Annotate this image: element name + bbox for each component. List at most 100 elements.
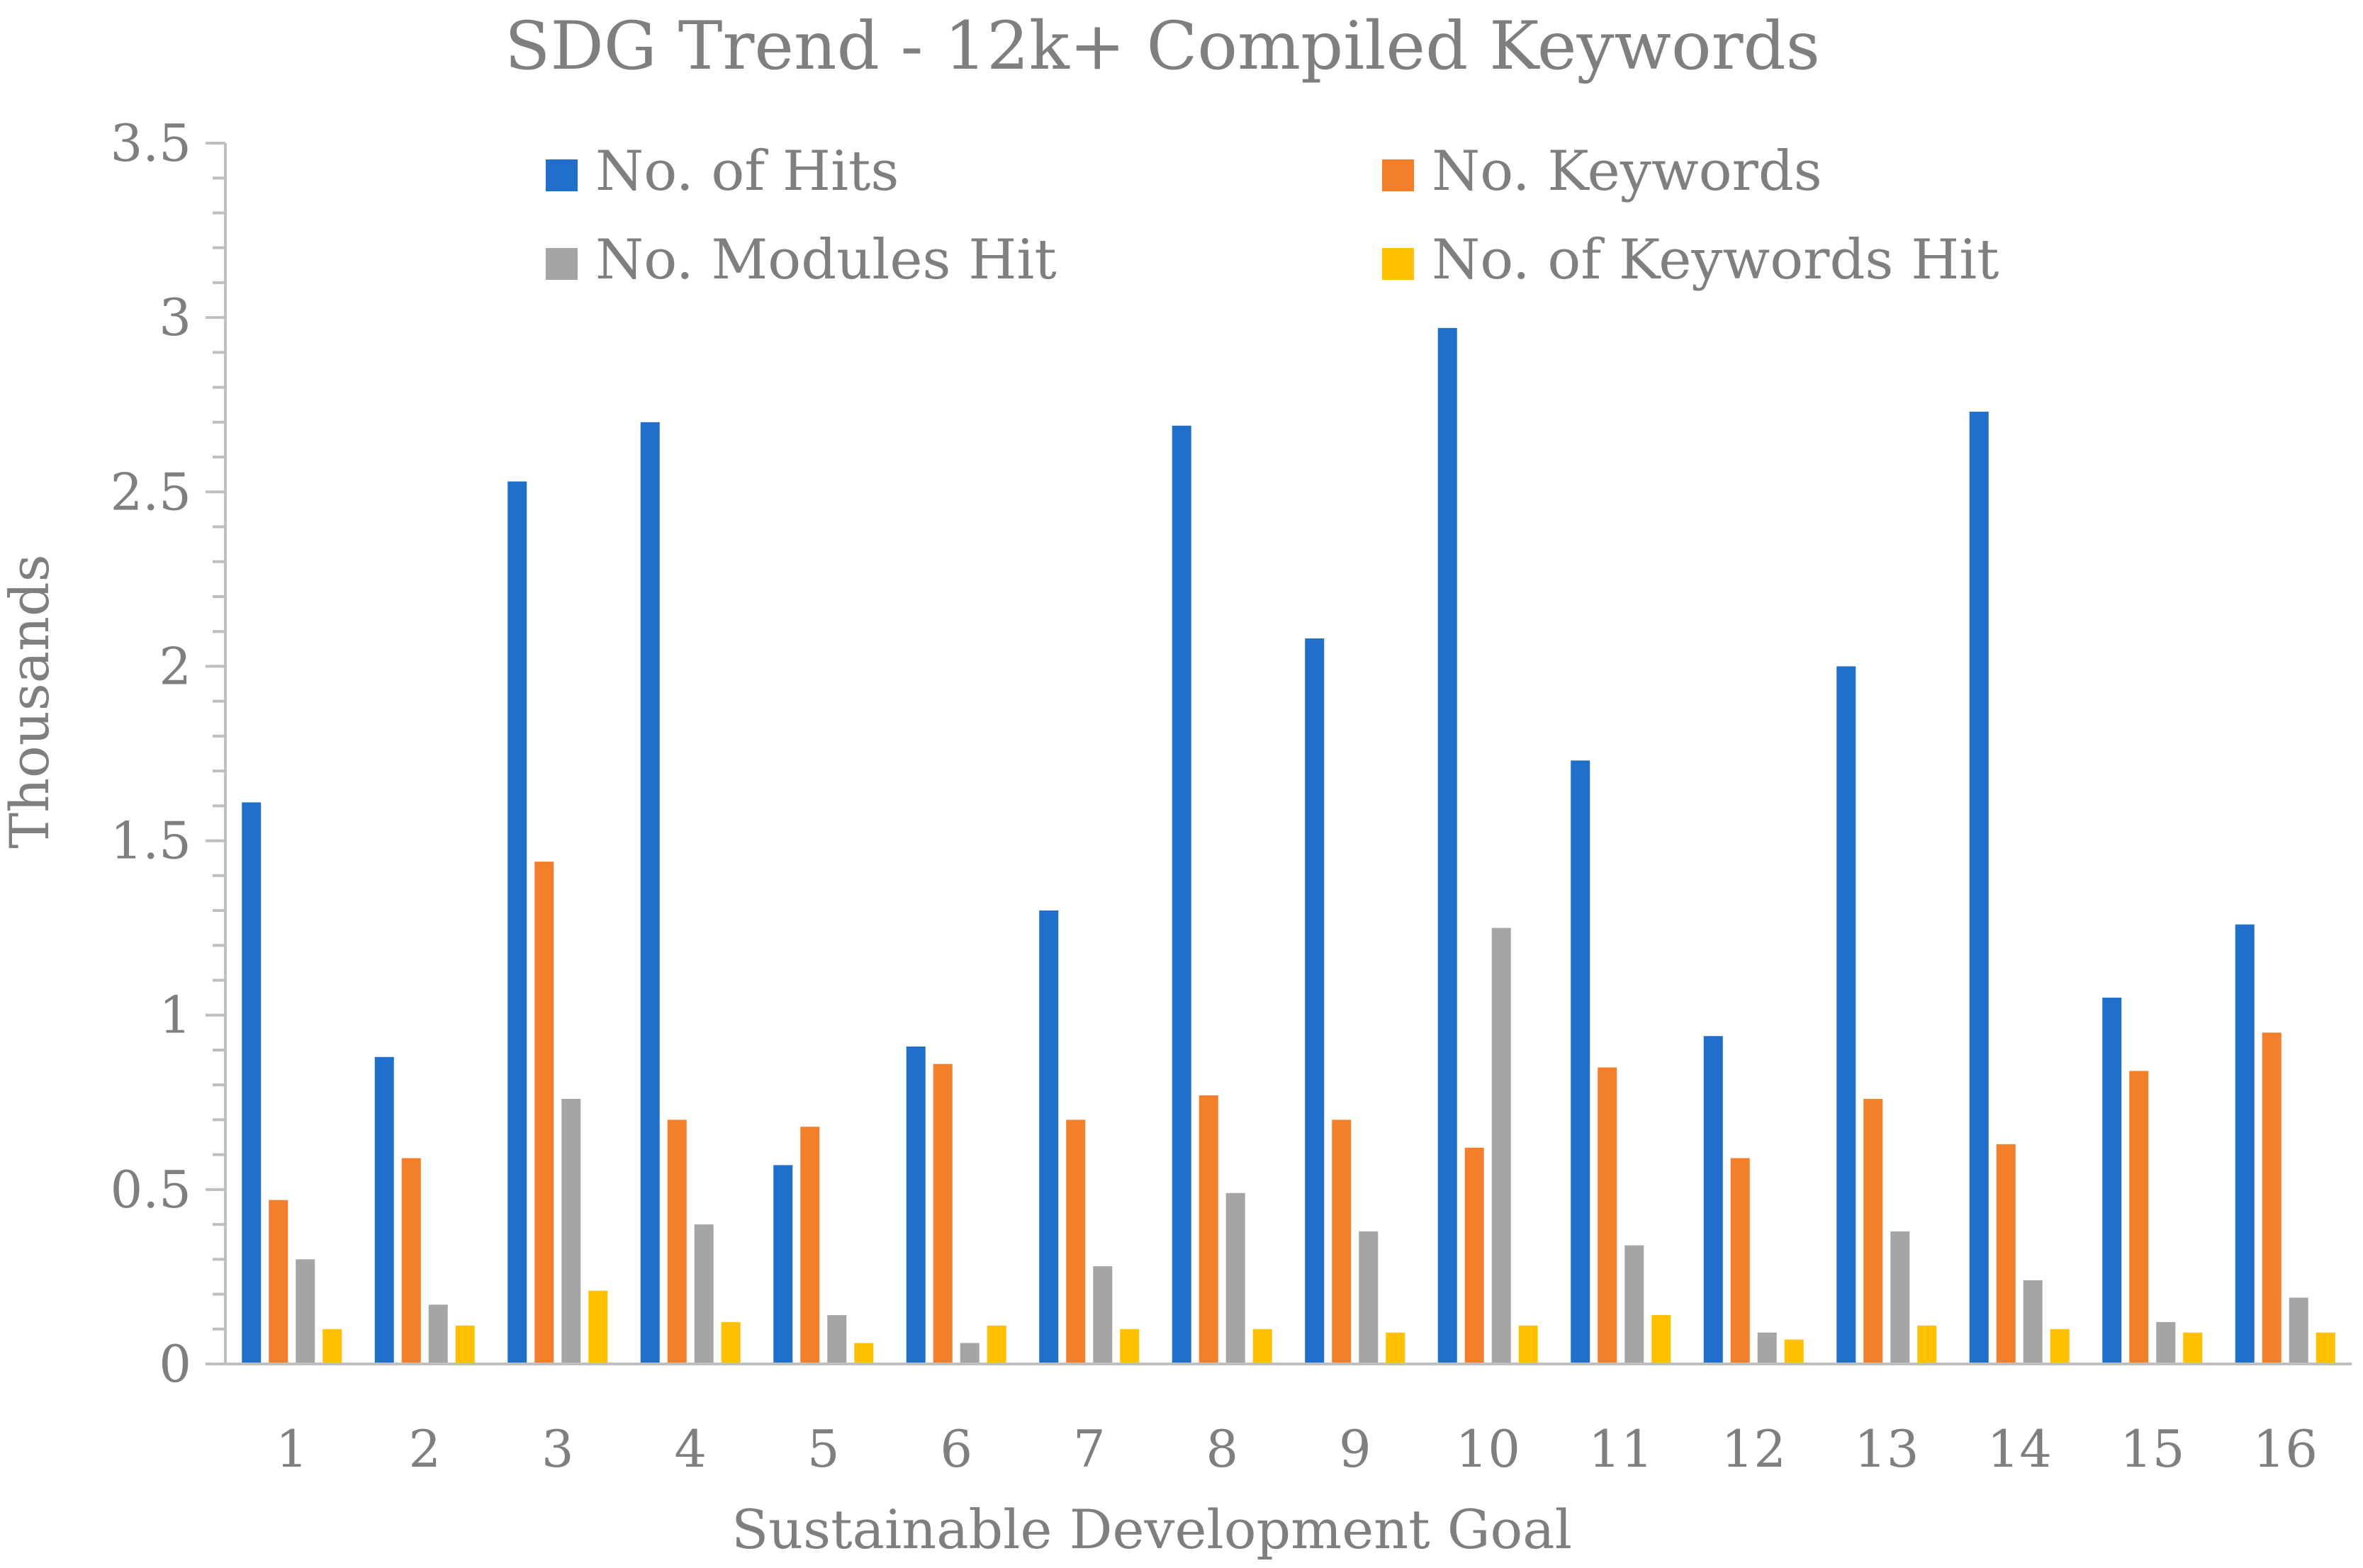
bar-no-modules-hit-goal-13 — [1890, 1231, 1910, 1364]
bar-no-of-keywords-hit-goal-7 — [1120, 1329, 1140, 1364]
bar-no-modules-hit-goal-7 — [1093, 1266, 1113, 1364]
bar-no-of-keywords-hit-goal-9 — [1386, 1332, 1405, 1364]
x-tick-label: 12 — [1721, 1419, 1786, 1479]
legend-swatch-hits — [546, 159, 578, 191]
bar-no-keywords-goal-15 — [2129, 1071, 2149, 1364]
x-tick-label: 1 — [276, 1419, 308, 1479]
bar-no-of-hits-goal-10 — [1437, 327, 1457, 1365]
bar-no-of-keywords-hit-goal-3 — [588, 1290, 608, 1364]
y-tick-label: 3.5 — [110, 113, 191, 173]
legend-label-keywords: No. Keywords — [1432, 140, 1822, 203]
bar-no-of-hits-goal-16 — [2235, 924, 2255, 1364]
x-tick-label: 5 — [807, 1419, 840, 1479]
bar-no-keywords-goal-12 — [1730, 1158, 1750, 1364]
bar-no-of-keywords-hit-goal-11 — [1651, 1315, 1671, 1364]
x-tick-label: 7 — [1073, 1419, 1106, 1479]
bar-no-modules-hit-goal-9 — [1359, 1231, 1379, 1364]
bar-no-keywords-goal-11 — [1598, 1067, 1617, 1364]
legend-swatch-keywords-hit — [1382, 248, 1414, 280]
bar-no-of-hits-goal-5 — [773, 1165, 793, 1364]
legend-label-modules-hit: No. Modules Hit — [595, 228, 1057, 292]
x-tick-label: 11 — [1588, 1419, 1654, 1479]
x-tick-label: 10 — [1455, 1419, 1520, 1479]
bar-no-keywords-goal-10 — [1464, 1147, 1484, 1364]
bar-no-modules-hit-goal-1 — [296, 1259, 315, 1364]
x-tick-label: 2 — [408, 1419, 441, 1479]
bar-no-of-hits-goal-12 — [1703, 1036, 1723, 1364]
y-tick-label: 1.5 — [110, 811, 191, 871]
bar-no-of-keywords-hit-goal-2 — [455, 1325, 475, 1364]
bar-no-of-keywords-hit-goal-14 — [2050, 1329, 2070, 1364]
bar-no-of-hits-goal-6 — [906, 1047, 926, 1364]
legend: No. of Hits No. Keywords No. Modules Hit… — [546, 140, 1999, 292]
bar-no-keywords-goal-9 — [1332, 1119, 1352, 1364]
legend-label-keywords-hit: No. of Keywords Hit — [1432, 228, 1999, 292]
bar-no-keywords-goal-14 — [1996, 1144, 2016, 1364]
x-tick-label: 14 — [1987, 1419, 2052, 1479]
bar-no-modules-hit-goal-12 — [1757, 1332, 1777, 1364]
y-tick-label: 0.5 — [110, 1160, 191, 1219]
bar-no-modules-hit-goal-10 — [1491, 927, 1511, 1364]
x-tick-label: 4 — [674, 1419, 707, 1479]
bar-no-of-keywords-hit-goal-12 — [1784, 1339, 1804, 1364]
x-tick-label: 13 — [1854, 1419, 1919, 1479]
x-tick-label: 3 — [541, 1419, 574, 1479]
bar-no-modules-hit-goal-16 — [2289, 1297, 2308, 1364]
bar-no-keywords-goal-13 — [1863, 1098, 1883, 1364]
x-tick-label: 15 — [2120, 1419, 2185, 1479]
bar-no-modules-hit-goal-2 — [428, 1304, 448, 1364]
y-tick-label: 2 — [159, 636, 191, 696]
y-axis-title: Thousands — [0, 554, 61, 848]
bar-no-of-hits-goal-4 — [640, 422, 660, 1364]
bar-no-of-hits-goal-8 — [1172, 425, 1191, 1364]
bars — [242, 327, 2335, 1365]
bar-no-keywords-goal-16 — [2262, 1032, 2281, 1364]
bar-no-modules-hit-goal-5 — [827, 1315, 847, 1364]
bar-no-modules-hit-goal-8 — [1225, 1192, 1245, 1364]
x-tick-label: 9 — [1339, 1419, 1371, 1479]
x-tick-label: 16 — [2252, 1419, 2318, 1479]
bar-no-keywords-goal-3 — [534, 862, 554, 1364]
bar-no-modules-hit-goal-14 — [2023, 1280, 2043, 1364]
y-tick-label: 2.5 — [110, 462, 191, 521]
bar-no-modules-hit-goal-6 — [960, 1343, 980, 1364]
bar-no-of-hits-goal-3 — [507, 481, 527, 1365]
chart-title: SDG Trend - 12k+ Compiled Keywords — [505, 8, 1820, 85]
bar-no-keywords-goal-1 — [269, 1200, 288, 1364]
bar-no-keywords-goal-2 — [401, 1158, 421, 1364]
bar-no-of-keywords-hit-goal-4 — [721, 1321, 741, 1364]
bar-no-keywords-goal-5 — [800, 1127, 820, 1364]
bar-no-of-hits-goal-14 — [1969, 412, 1989, 1364]
bar-no-of-hits-goal-2 — [374, 1056, 394, 1364]
legend-swatch-modules-hit — [546, 248, 578, 280]
y-axis: 0 0.5 1 1.5 2 2.5 3 3.5 — [110, 113, 227, 1394]
bar-no-of-keywords-hit-goal-10 — [1518, 1325, 1538, 1364]
bar-no-keywords-goal-4 — [667, 1119, 687, 1364]
bar-no-of-hits-goal-7 — [1039, 910, 1059, 1364]
bar-no-of-keywords-hit-goal-5 — [854, 1343, 874, 1364]
bar-no-keywords-goal-6 — [933, 1064, 953, 1364]
bar-no-of-keywords-hit-goal-1 — [322, 1329, 342, 1364]
bar-no-of-keywords-hit-goal-16 — [2316, 1332, 2335, 1364]
legend-label-hits: No. of Hits — [595, 140, 899, 203]
bar-no-of-hits-goal-15 — [2102, 998, 2122, 1364]
x-tick-label: 6 — [940, 1419, 972, 1479]
bar-no-modules-hit-goal-3 — [561, 1098, 581, 1364]
legend-swatch-keywords — [1382, 159, 1414, 191]
bar-no-of-hits-goal-1 — [242, 802, 262, 1364]
y-tick-label: 0 — [159, 1334, 191, 1394]
x-axis-title: Sustainable Development Goal — [731, 1498, 1572, 1561]
x-tick-label: 8 — [1206, 1419, 1238, 1479]
y-tick-label: 3 — [159, 288, 191, 347]
bar-no-of-hits-goal-13 — [1836, 666, 1856, 1364]
x-axis: 1 2 3 4 5 6 7 8 9 10 11 12 13 14 15 16 — [225, 1363, 2352, 1479]
bar-no-of-keywords-hit-goal-15 — [2183, 1332, 2203, 1364]
bar-no-of-hits-goal-11 — [1571, 760, 1590, 1364]
bar-no-of-keywords-hit-goal-13 — [1917, 1325, 1937, 1364]
bar-no-of-keywords-hit-goal-8 — [1252, 1329, 1272, 1364]
y-tick-label: 1 — [159, 986, 191, 1045]
bar-no-keywords-goal-8 — [1199, 1095, 1218, 1364]
bar-no-modules-hit-goal-11 — [1624, 1245, 1644, 1364]
bar-no-modules-hit-goal-4 — [694, 1224, 714, 1364]
